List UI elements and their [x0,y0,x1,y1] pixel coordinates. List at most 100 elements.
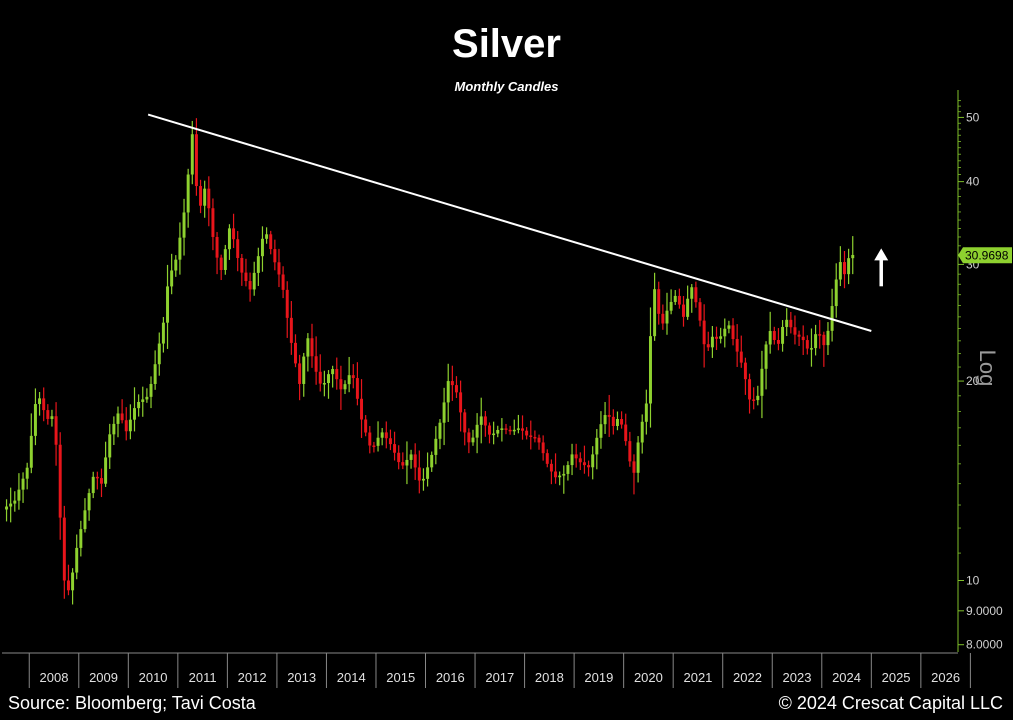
candle [207,176,211,227]
candle [574,443,578,468]
candle [232,213,236,249]
y-tick-label: 50 [966,110,980,124]
candle [17,473,21,510]
candle [611,409,615,435]
candle [797,330,801,346]
candle [554,453,558,484]
candle [566,461,570,481]
candle [492,421,496,445]
candle [781,320,785,352]
candle [331,365,335,388]
last-price-tag: 30.9698 [958,247,1012,264]
candle [595,429,599,470]
candle [454,376,458,398]
candle [75,534,79,580]
source-note: Source: Bloomberg; Tavi Costa [8,693,256,713]
candle [541,435,545,461]
x-axis: 2008 2009 2010 2011 2012 2013 2014 2015 2016 2017… [2,652,971,688]
x-tick-label: 2015 [386,670,415,685]
candle [211,198,215,251]
candle [834,263,838,318]
candle [178,222,182,275]
candle [33,388,37,446]
y-tick-label: 40 [966,175,980,189]
candle [525,427,529,440]
candle [9,487,13,523]
candle [137,394,141,417]
candle [496,425,500,438]
candle [38,391,42,416]
up-arrow-icon [874,248,889,287]
candle [570,443,574,476]
copyright-note: © 2024 Crescat Capital LLC [778,693,1003,713]
candle [479,397,483,444]
candle [314,336,318,385]
x-tick-label: 2010 [139,670,168,685]
candle [471,429,475,446]
candle [842,250,846,289]
candle [91,471,95,499]
x-tick-label: 2012 [238,670,267,685]
candle [789,311,793,334]
candle [748,373,752,414]
candle [814,324,818,356]
y-tick-label: 20 [966,374,980,388]
candle [141,386,145,417]
candle [587,460,591,477]
candle [545,449,549,468]
candle [273,239,277,271]
candle [818,320,822,349]
candle [83,498,87,533]
candle [71,568,75,605]
candle [682,296,685,327]
x-tick-label: 2026 [931,670,960,685]
candle [558,471,562,486]
x-tick-label: 2018 [535,670,564,685]
candle [483,410,487,437]
candle [161,317,165,353]
y-tick-label: 9.0000 [966,604,1003,618]
candle [203,180,207,218]
candle [360,379,364,438]
candle [322,370,326,397]
candle [223,244,227,275]
x-tick-label: 2013 [287,670,316,685]
candle [294,334,297,368]
candle [719,327,723,344]
chart-title: Silver [452,22,561,66]
resistance-trendline [147,113,872,332]
candle [409,449,413,469]
candle [413,443,417,480]
candle [260,226,264,272]
candle [475,413,479,454]
candle [508,425,512,435]
chart-subtitle: Monthly Candles [454,79,559,94]
candle [95,471,99,490]
candle [133,387,136,432]
x-tick-label: 2021 [683,670,712,685]
candle [578,452,582,471]
candle [405,441,409,485]
candle [99,468,103,498]
candle [376,421,380,452]
candle [29,413,33,474]
candle [690,284,694,313]
candle [648,307,652,428]
candle [42,387,46,422]
x-tick-label: 2020 [634,670,663,685]
candle [776,328,780,351]
candle [442,387,446,446]
x-tick-label: 2011 [189,670,217,685]
candle [727,320,731,334]
candle [236,231,240,272]
candle [388,429,392,451]
candle [665,292,669,335]
candle [269,230,273,255]
candle [438,419,442,450]
candle [739,335,743,368]
candle [401,452,405,470]
candle [537,434,541,450]
candle [277,248,281,288]
candle [599,411,603,449]
